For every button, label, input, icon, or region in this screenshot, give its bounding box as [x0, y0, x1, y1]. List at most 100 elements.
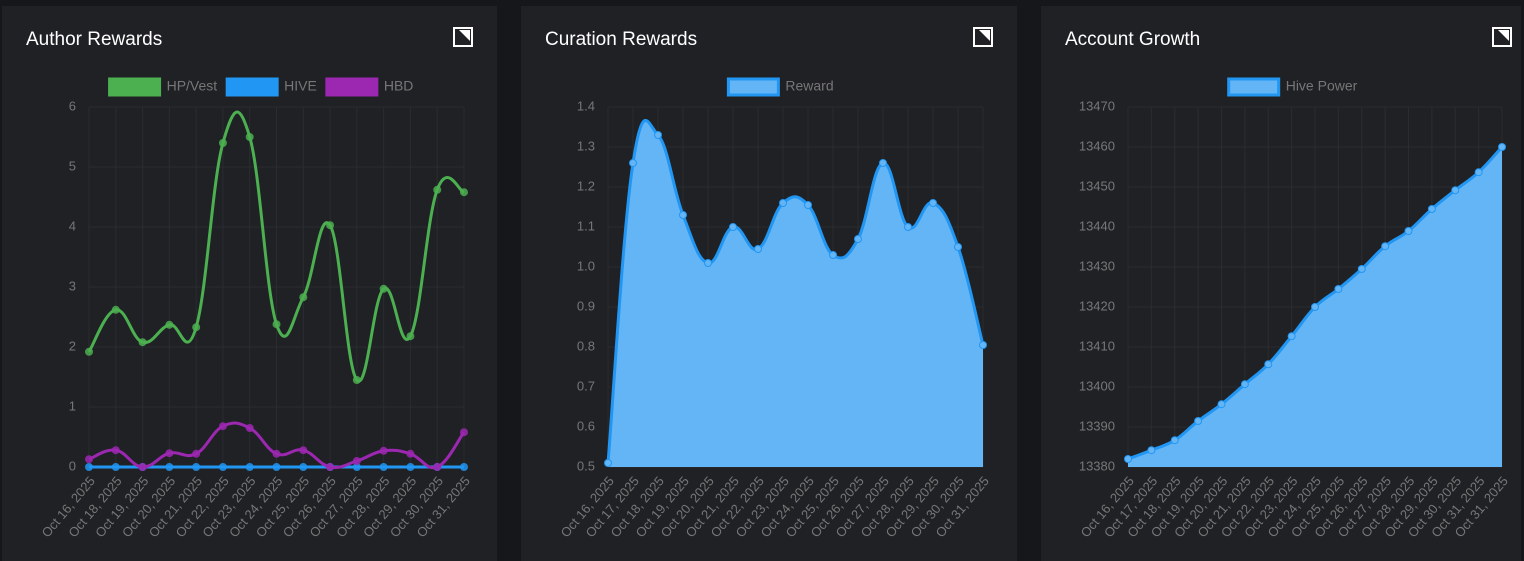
point	[1194, 417, 1203, 425]
legend-label: Hive Power	[1286, 78, 1358, 94]
point	[192, 323, 201, 332]
point	[1451, 186, 1460, 195]
y-tick-label: 0.5	[577, 458, 595, 473]
point	[879, 159, 887, 167]
point	[1381, 242, 1390, 251]
point	[138, 463, 147, 471]
point	[245, 424, 254, 432]
point	[379, 463, 388, 471]
point	[192, 463, 201, 471]
legend-label: Reward	[785, 78, 833, 94]
y-tick-label: 13380	[1079, 458, 1115, 473]
point	[245, 463, 254, 471]
point	[904, 223, 912, 231]
point	[679, 211, 687, 219]
point	[218, 139, 227, 147]
legend-label: HP/Vest	[167, 78, 218, 94]
legend-swatch	[1227, 77, 1281, 97]
point	[1124, 455, 1132, 463]
point	[85, 463, 93, 471]
y-tick-label: 0.7	[577, 378, 595, 393]
y-tick-label: 2	[69, 338, 76, 353]
y-tick-label: 3	[69, 278, 76, 293]
y-tick-label: 1.2	[577, 178, 595, 193]
y-tick-label: 13390	[1079, 418, 1115, 433]
point	[804, 201, 812, 209]
y-tick-label: 1.1	[577, 218, 595, 233]
legend-swatch	[225, 77, 279, 97]
point	[1311, 303, 1319, 311]
y-tick-label: 13430	[1079, 258, 1115, 273]
y-tick-label: 13420	[1079, 298, 1115, 313]
point	[326, 221, 335, 230]
y-tick-label: 1.4	[577, 98, 595, 113]
point	[111, 305, 120, 314]
point	[460, 188, 468, 197]
point	[1240, 380, 1249, 389]
point	[729, 223, 737, 231]
legend: Hive Power	[1227, 77, 1358, 97]
area	[608, 120, 983, 468]
point	[326, 463, 335, 471]
point	[272, 449, 281, 458]
point	[406, 463, 415, 471]
point	[165, 463, 174, 471]
point	[379, 446, 388, 455]
legend-label: HBD	[384, 78, 414, 94]
legend-label: HIVE	[284, 78, 317, 94]
chart-title: Curation Rewards	[545, 29, 697, 50]
point	[111, 446, 120, 455]
point	[218, 422, 227, 431]
point	[165, 449, 174, 458]
point	[272, 463, 281, 471]
point	[272, 320, 281, 329]
expand-icon[interactable]	[1492, 27, 1512, 47]
legend: HP/Vest HIVE HBD	[108, 77, 414, 97]
point	[1357, 265, 1366, 273]
point	[85, 455, 93, 464]
point	[1147, 446, 1156, 455]
point	[1474, 168, 1483, 177]
y-tick-label: 1	[69, 398, 76, 413]
y-tick-label: 0.8	[577, 338, 595, 353]
legend-swatch	[108, 77, 162, 97]
point	[433, 463, 442, 471]
point	[1498, 143, 1506, 151]
point	[754, 245, 762, 253]
point	[1334, 285, 1343, 293]
point	[704, 259, 712, 267]
point	[299, 293, 308, 302]
point	[1287, 332, 1296, 341]
y-tick-label: 0.9	[577, 298, 595, 313]
y-tick-label: 13410	[1079, 338, 1115, 353]
point	[218, 463, 227, 471]
chart-title: Author Rewards	[26, 29, 162, 50]
point	[299, 446, 308, 455]
legend-swatch	[726, 77, 780, 97]
point	[1217, 400, 1226, 409]
point	[245, 133, 254, 141]
point	[460, 428, 468, 437]
expand-icon[interactable]	[973, 27, 993, 47]
y-tick-label: 4	[69, 218, 76, 233]
point	[433, 185, 442, 194]
y-tick-label: 13450	[1079, 178, 1115, 193]
point	[654, 131, 662, 139]
point	[460, 463, 468, 471]
point	[954, 243, 962, 251]
y-tick-label: 5	[69, 158, 76, 173]
y-tick-label: 13440	[1079, 218, 1115, 233]
y-tick-label: 1.0	[577, 258, 595, 273]
y-tick-label: 6	[69, 98, 76, 113]
legend: Reward	[726, 77, 834, 97]
point	[352, 457, 361, 465]
point	[979, 341, 987, 349]
point	[779, 199, 787, 207]
point	[829, 251, 837, 259]
y-tick-label: 1.3	[577, 138, 595, 153]
expand-icon[interactable]	[453, 27, 473, 47]
point	[138, 338, 147, 347]
point	[929, 199, 937, 207]
